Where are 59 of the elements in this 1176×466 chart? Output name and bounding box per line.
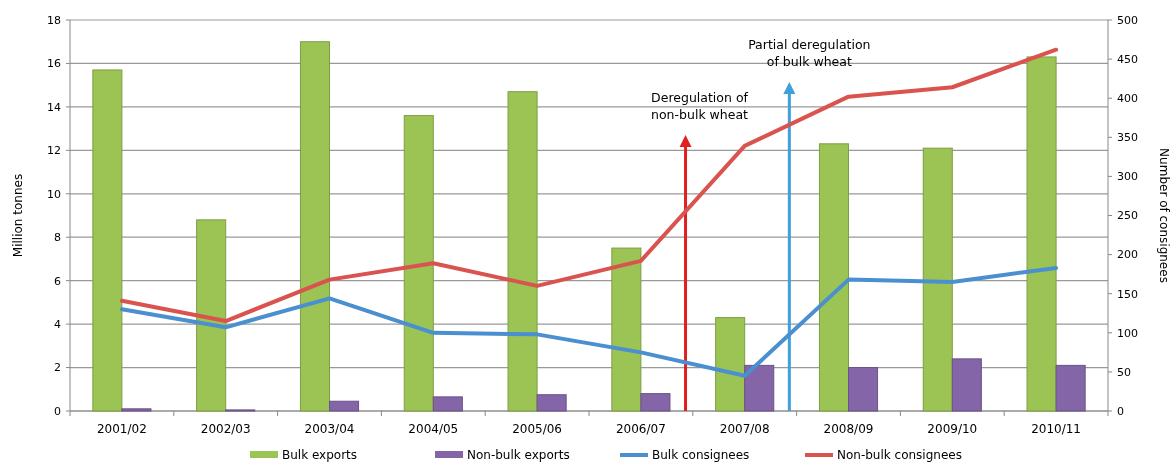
y2-tick-label: 50 <box>1117 365 1131 379</box>
y-tick-label: 14 <box>47 100 61 114</box>
x-tick-label: 2005/06 <box>512 422 563 436</box>
y2-tick-label: 250 <box>1117 209 1138 223</box>
bar <box>818 143 849 412</box>
y-tick-label: 2 <box>54 361 61 375</box>
y-tick-label: 18 <box>47 13 61 27</box>
bar <box>196 219 227 412</box>
y2-tick-label: 500 <box>1117 13 1138 27</box>
y2-axis-title: Number of consignees <box>1157 148 1171 283</box>
annotation: Partial deregulation of bulk wheat <box>748 37 871 69</box>
bar <box>507 91 538 412</box>
x-tick-label: 2002/03 <box>200 422 251 436</box>
bar <box>92 69 123 412</box>
bar <box>640 393 671 412</box>
y-tick-label: 4 <box>54 317 61 331</box>
y2-tick-label: 100 <box>1117 326 1138 340</box>
y2-tick-label: 0 <box>1117 404 1124 418</box>
x-tick-label: 2007/08 <box>719 422 770 436</box>
bar <box>432 396 463 412</box>
x-tick-label: 2006/07 <box>615 422 666 436</box>
bar <box>536 394 567 412</box>
bar <box>611 247 642 412</box>
y2-tick-label: 400 <box>1117 92 1138 106</box>
bar <box>329 400 360 412</box>
y-tick-label: 0 <box>54 404 61 418</box>
y-tick-label: 6 <box>54 274 61 288</box>
bar <box>744 364 775 412</box>
y-tick-label: 16 <box>47 57 61 71</box>
legend-label: Bulk consignees <box>652 448 750 462</box>
bar <box>299 41 330 412</box>
bar <box>1055 364 1086 412</box>
bar <box>848 367 879 412</box>
annotation: Deregulation of non-bulk wheat <box>651 90 749 122</box>
bar <box>121 408 152 412</box>
y-tick-label: 12 <box>47 144 61 158</box>
x-tick-label: 2001/02 <box>96 422 147 436</box>
legend-label: Non-bulk exports <box>467 448 570 462</box>
y2-tick-label: 200 <box>1117 248 1138 262</box>
y2-tick-label: 450 <box>1117 52 1138 66</box>
y-axis-title: Million tonnes <box>11 173 25 258</box>
bar <box>715 317 746 412</box>
x-tick-label: 2004/05 <box>408 422 459 436</box>
x-tick-label: 2008/09 <box>823 422 874 436</box>
bar <box>951 358 982 412</box>
y2-tick-label: 150 <box>1117 287 1138 301</box>
bar <box>403 115 434 412</box>
x-tick-label: 2003/04 <box>304 422 355 436</box>
bar <box>922 147 953 412</box>
y-tick-label: 10 <box>47 187 61 201</box>
legend-label: Non-bulk consignees <box>837 448 962 462</box>
bar <box>1026 56 1057 412</box>
legend-label: Bulk exports <box>282 448 358 462</box>
y-tick-label: 8 <box>54 231 61 245</box>
y2-tick-label: 300 <box>1117 170 1138 184</box>
x-tick-label: 2010/11 <box>1031 422 1082 436</box>
y2-tick-label: 350 <box>1117 131 1138 145</box>
x-tick-label: 2009/10 <box>927 422 978 436</box>
line-series <box>119 265 1059 378</box>
